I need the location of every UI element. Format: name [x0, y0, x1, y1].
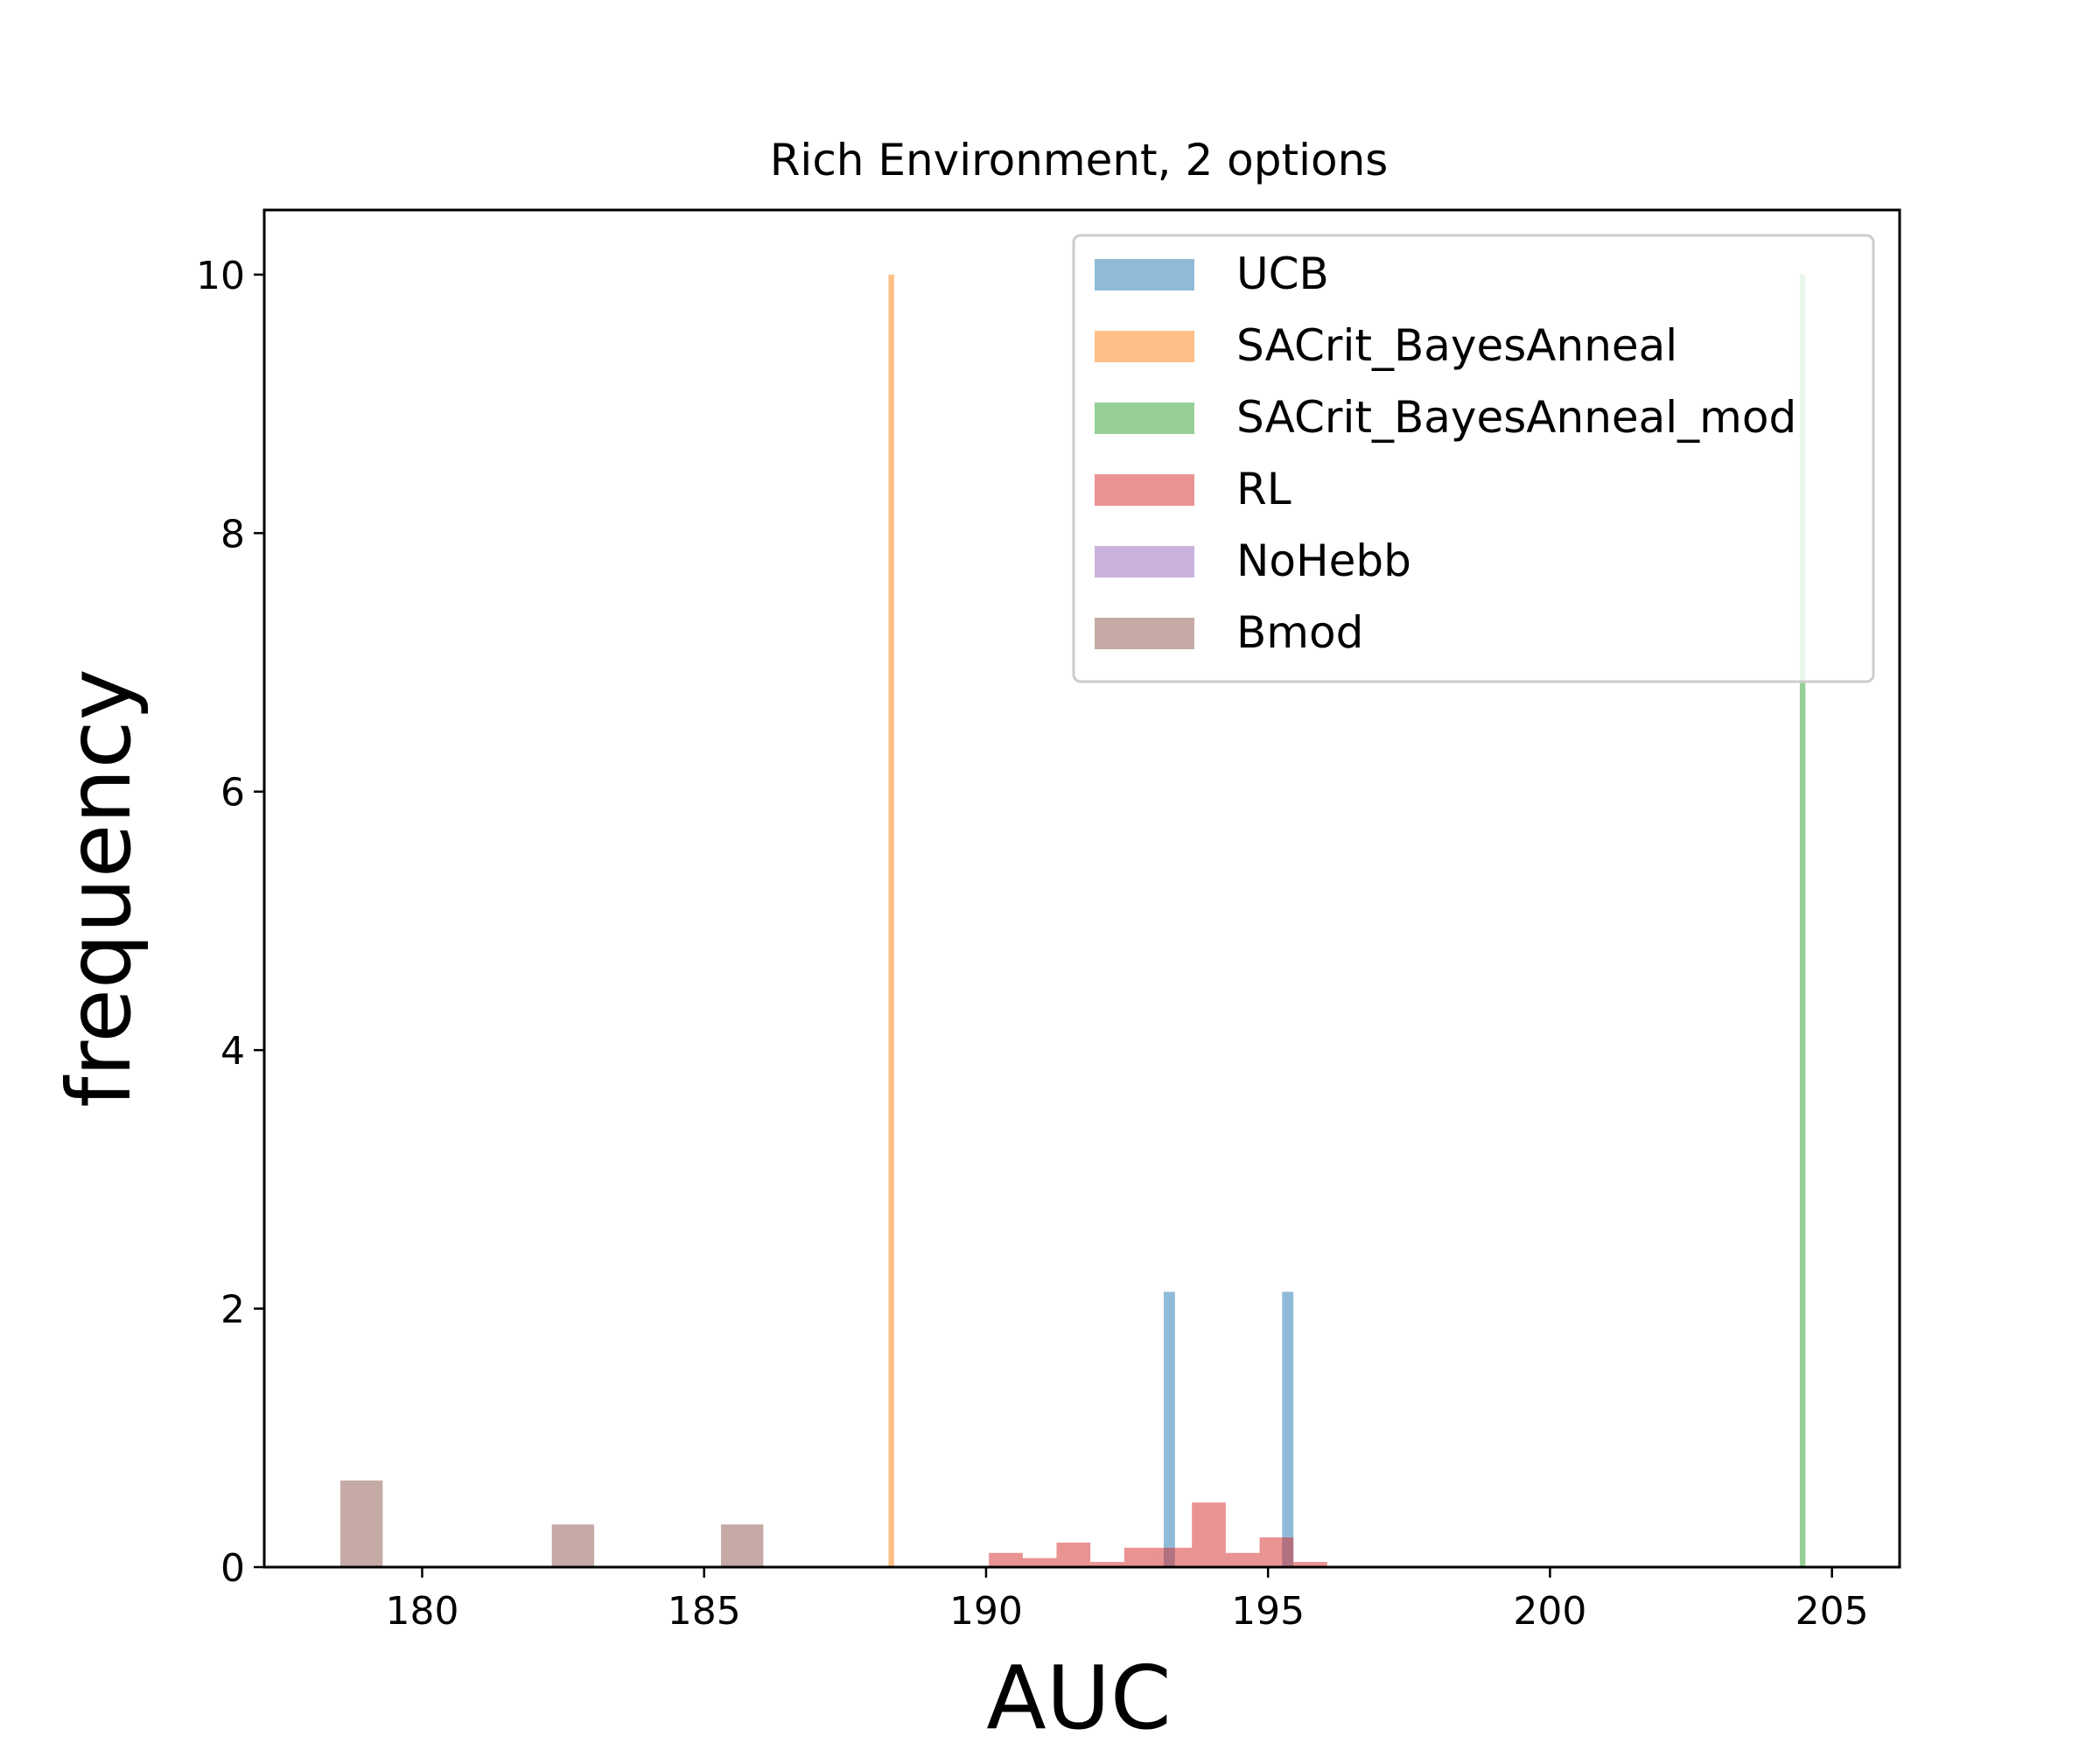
x-tick-label: 190	[949, 1589, 1023, 1634]
y-axis-ticks: 0 2 4 6 8 10	[196, 254, 264, 1591]
legend-swatch-nohebb	[1095, 546, 1194, 578]
bar-rl-5	[1158, 1547, 1193, 1567]
legend-entries: UCB SACrit_BayesAnneal SACrit_BayesAnneal_…	[1095, 248, 1796, 658]
legend-label-nohebb: NoHebb	[1236, 536, 1411, 586]
legend-label-sacrit-bayesanneal: SACrit_BayesAnneal	[1236, 320, 1677, 371]
legend-label-rl: RL	[1236, 464, 1292, 514]
legend-label-ucb: UCB	[1236, 248, 1329, 299]
y-tick-label: 8	[220, 512, 245, 556]
y-tick-label: 10	[196, 254, 245, 298]
x-tick-label: 185	[668, 1589, 741, 1634]
bar-rl-2	[1056, 1542, 1091, 1567]
bar-bmod-0	[340, 1480, 383, 1567]
bar-bmod-1	[551, 1524, 595, 1567]
bar-sacrit-bayesanneal-mod-0	[1799, 274, 1806, 1567]
chart-title: Rich Environment, 2 options	[770, 135, 1389, 186]
bar-sacrit-bayesanneal-0	[888, 274, 894, 1567]
y-tick-label: 0	[220, 1546, 245, 1591]
x-axis-ticks: 180 185 190 195 200 205	[385, 1567, 1869, 1634]
legend-swatch-sacrit-bayesanneal	[1095, 331, 1194, 362]
legend-frame	[1072, 234, 1875, 683]
legend-swatch-sacrit-bayesanneal-mod	[1095, 402, 1194, 434]
bar-rl-4	[1124, 1547, 1158, 1567]
bar-rl-8	[1259, 1537, 1294, 1567]
bars-layer	[340, 274, 1806, 1567]
bar-ucb-0	[1163, 1292, 1175, 1567]
bar-rl-7	[1225, 1552, 1260, 1567]
y-axis-label: frequency	[48, 668, 150, 1108]
bar-rl-3	[1090, 1562, 1124, 1567]
legend-swatch-rl	[1095, 474, 1194, 506]
bar-ucb-1	[1282, 1292, 1294, 1567]
bar-rl-0	[989, 1552, 1023, 1567]
bar-rl-1	[1022, 1558, 1057, 1567]
legend-label-bmod: Bmod	[1236, 607, 1363, 658]
x-tick-label: 200	[1513, 1589, 1586, 1634]
legend: UCB SACrit_BayesAnneal SACrit_BayesAnneal_…	[1072, 234, 1875, 683]
y-tick-label: 4	[220, 1029, 245, 1074]
bar-rl-6	[1192, 1502, 1226, 1567]
x-axis-label: AUC	[986, 1647, 1171, 1749]
legend-swatch-ucb	[1095, 259, 1194, 290]
legend-swatch-bmod	[1095, 618, 1194, 649]
y-tick-label: 6	[220, 771, 245, 816]
plot-frame	[262, 208, 1901, 1569]
x-tick-label: 180	[385, 1589, 458, 1634]
x-tick-label: 195	[1231, 1589, 1305, 1634]
y-tick-label: 2	[220, 1288, 245, 1333]
legend-label-sacrit-bayesanneal-mod: SACrit_BayesAnneal_mod	[1236, 392, 1796, 443]
bar-bmod-2	[721, 1524, 764, 1567]
x-tick-label: 205	[1796, 1589, 1869, 1634]
bar-rl-9	[1293, 1562, 1327, 1567]
